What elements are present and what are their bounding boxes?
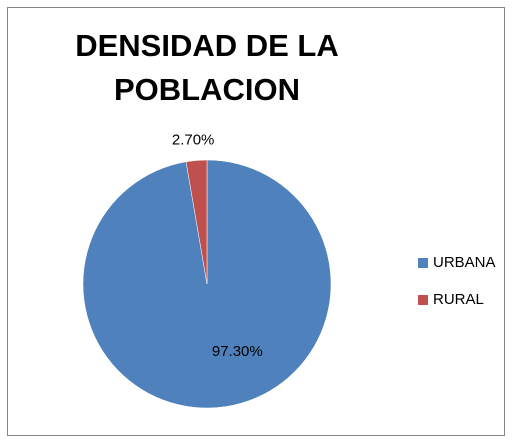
pie-slice bbox=[185, 159, 208, 285]
chart-title: DENSIDAD DE LA POBLACION bbox=[75, 28, 339, 107]
legend-swatch bbox=[418, 258, 428, 268]
data-label: 2.70% bbox=[172, 131, 215, 148]
data-label: 97.30% bbox=[212, 343, 263, 360]
legend-label: RURAL bbox=[433, 291, 484, 308]
legend-swatch bbox=[418, 295, 428, 305]
legend-label: URBANA bbox=[433, 254, 496, 271]
chart-frame bbox=[7, 7, 505, 436]
